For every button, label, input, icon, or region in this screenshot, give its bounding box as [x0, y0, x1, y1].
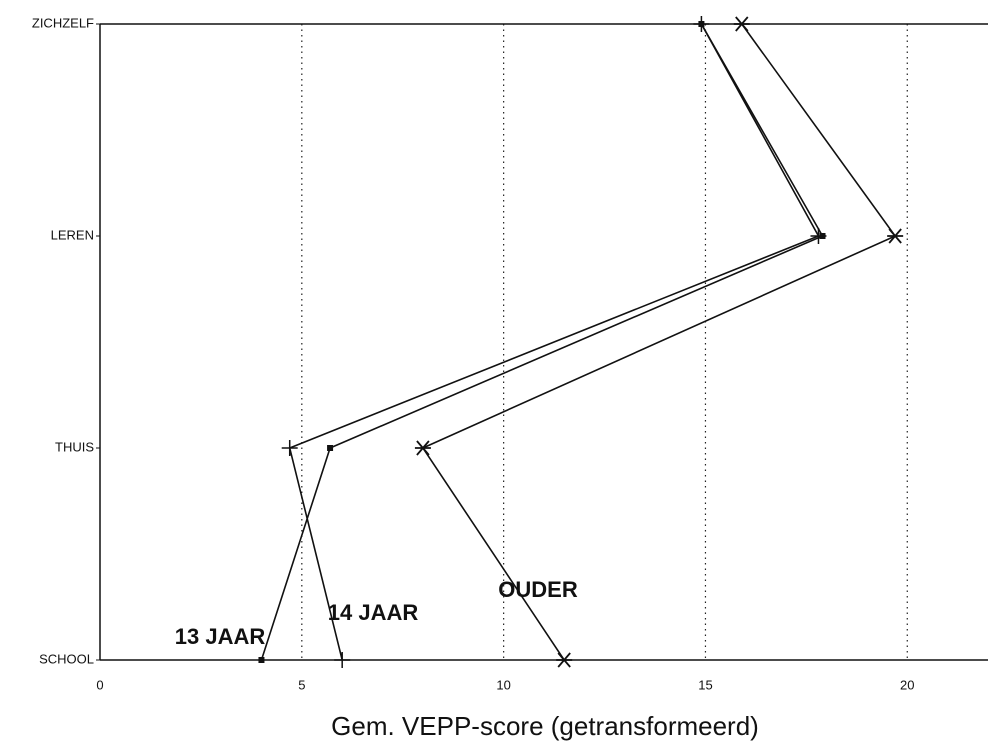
marker — [334, 652, 351, 668]
marker — [556, 652, 573, 668]
marker — [258, 657, 265, 663]
y-tick-label: SCHOOL — [39, 651, 94, 666]
x-tick-label: 15 — [698, 677, 712, 692]
marker — [281, 440, 298, 456]
x-axis-title: Gem. VEPP-score (getransformeerd) — [331, 711, 759, 741]
y-tick-label: LEREN — [51, 227, 94, 242]
series-label: OUDER — [498, 577, 578, 602]
marker — [733, 16, 750, 32]
series-line — [288, 23, 820, 661]
marker — [414, 440, 431, 456]
y-tick-label: THUIS — [55, 439, 94, 454]
series-line — [421, 23, 897, 661]
x-tick-label: 10 — [496, 677, 510, 692]
series-label: 14 JAAR — [328, 600, 419, 625]
series-line — [260, 23, 824, 661]
x-tick-label: 20 — [900, 677, 914, 692]
marker — [810, 228, 827, 244]
marker — [327, 445, 334, 451]
y-tick-label: ZICHZELF — [32, 15, 94, 30]
marker — [693, 16, 710, 32]
series-label: 13 JAAR — [175, 624, 266, 649]
x-tick-label: 5 — [298, 677, 305, 692]
x-tick-label: 0 — [96, 677, 103, 692]
marker — [887, 228, 904, 244]
